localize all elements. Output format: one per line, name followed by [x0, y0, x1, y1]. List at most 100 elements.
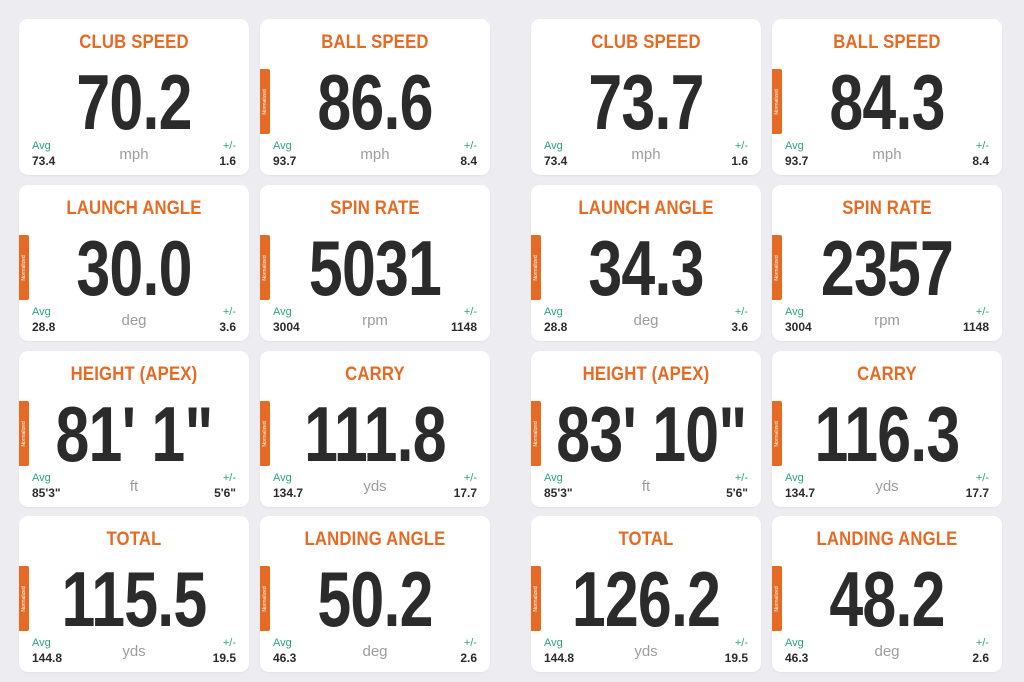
avg-value: 28.8	[32, 320, 56, 334]
metric-value: 73.7	[588, 58, 704, 146]
metric-card-landing-angle[interactable]: Normalized LANDING ANGLE 50.2 Avg 46.3 d…	[260, 516, 490, 672]
metric-title: LANDING ANGLE	[816, 529, 958, 550]
avg-label: Avg	[544, 306, 563, 318]
avg-value: 85'3"	[32, 486, 61, 500]
metric-card-height-apex[interactable]: Normalized HEIGHT (APEX) 83' 10" Avg 85'…	[531, 351, 761, 507]
normalized-tag-label: Normalized	[262, 88, 268, 115]
metric-title: BALL SPEED	[321, 32, 429, 53]
normalized-tag: Normalized	[772, 566, 782, 631]
metric-card-launch-angle[interactable]: Normalized LAUNCH ANGLE 30.0 Avg 28.8 de…	[19, 185, 249, 341]
normalized-tag: Normalized	[19, 401, 29, 466]
metric-unit: yds	[875, 478, 899, 495]
normalized-tag-label: Normalized	[262, 585, 268, 612]
metric-unit: yds	[122, 643, 146, 660]
normalized-tag-label: Normalized	[262, 254, 268, 281]
normalized-tag: Normalized	[19, 235, 29, 300]
metric-title: SPIN RATE	[330, 198, 420, 219]
plusminus-value: 19.5	[724, 651, 748, 665]
avg-value: 28.8	[544, 320, 568, 334]
metric-value: 86.6	[317, 58, 433, 146]
normalized-tag: Normalized	[531, 235, 541, 300]
metric-card-spin-rate[interactable]: Normalized SPIN RATE 2357 Avg 3004 rpm +…	[772, 185, 1002, 341]
plusminus-label: +/-	[222, 140, 236, 152]
normalized-tag-label: Normalized	[774, 420, 780, 447]
plusminus-label: +/-	[734, 472, 748, 484]
avg-value: 144.8	[544, 651, 575, 665]
metric-value: 50.2	[317, 555, 433, 643]
metric-card-spin-rate[interactable]: Normalized SPIN RATE 5031 Avg 3004 rpm +…	[260, 185, 490, 341]
metric-title: TOTAL	[618, 529, 674, 550]
normalized-tag: Normalized	[531, 566, 541, 631]
avg-label: Avg	[273, 306, 292, 318]
normalized-tag-label: Normalized	[774, 585, 780, 612]
metric-card-total[interactable]: Normalized TOTAL 126.2 Avg 144.8 yds +/-…	[531, 516, 761, 672]
metric-card-carry[interactable]: Normalized CARRY 116.3 Avg 134.7 yds +/-…	[772, 351, 1002, 507]
plusminus-label: +/-	[734, 637, 748, 649]
plusminus-label: +/-	[975, 306, 989, 318]
plusminus-value: 8.4	[972, 154, 989, 168]
metric-unit: deg	[121, 312, 147, 329]
normalized-tag-label: Normalized	[21, 420, 27, 447]
avg-label: Avg	[32, 140, 51, 152]
normalized-tag: Normalized	[531, 401, 541, 466]
metric-card-launch-angle[interactable]: Normalized LAUNCH ANGLE 34.3 Avg 28.8 de…	[531, 185, 761, 341]
avg-value: 134.7	[273, 486, 304, 500]
plusminus-value: 5'6"	[726, 486, 748, 500]
plusminus-value: 19.5	[212, 651, 236, 665]
metric-card-ball-speed[interactable]: Normalized BALL SPEED 84.3 Avg 93.7 mph …	[772, 19, 1002, 175]
metric-value: 116.3	[814, 390, 960, 478]
metric-card-height-apex[interactable]: Normalized HEIGHT (APEX) 81' 1" Avg 85'3…	[19, 351, 249, 507]
avg-value: 93.7	[785, 154, 809, 168]
metric-title: SPIN RATE	[842, 198, 932, 219]
normalized-tag-label: Normalized	[21, 254, 27, 281]
avg-label: Avg	[785, 637, 804, 649]
plusminus-value: 3.6	[731, 320, 748, 334]
metric-value: 115.5	[61, 555, 207, 643]
metric-unit: rpm	[874, 312, 900, 329]
normalized-tag-label: Normalized	[21, 585, 27, 612]
metric-card-landing-angle[interactable]: Normalized LANDING ANGLE 48.2 Avg 46.3 d…	[772, 516, 1002, 672]
plusminus-label: +/-	[463, 140, 477, 152]
plusminus-value: 17.7	[453, 486, 477, 500]
metric-unit: ft	[129, 478, 139, 495]
metric-card-club-speed[interactable]: CLUB SPEED 70.2 Avg 73.4 mph +/- 1.6	[19, 19, 249, 175]
plusminus-label: +/-	[975, 140, 989, 152]
metric-unit: ft	[641, 478, 651, 495]
metric-title: CARRY	[345, 364, 405, 385]
plusminus-label: +/-	[975, 472, 989, 484]
avg-label: Avg	[273, 140, 292, 152]
metric-value: 48.2	[829, 555, 945, 643]
metric-card-carry[interactable]: Normalized CARRY 111.8 Avg 134.7 yds +/-…	[260, 351, 490, 507]
metric-value: 34.3	[588, 224, 704, 312]
avg-label: Avg	[32, 306, 51, 318]
avg-value: 73.4	[544, 154, 568, 168]
metric-card-club-speed[interactable]: CLUB SPEED 73.7 Avg 73.4 mph +/- 1.6	[531, 19, 761, 175]
plusminus-label: +/-	[463, 306, 477, 318]
metric-value: 83' 10"	[556, 390, 747, 478]
metric-value: 84.3	[829, 58, 945, 146]
metric-value: 30.0	[76, 224, 192, 312]
metric-title: TOTAL	[106, 529, 162, 550]
metric-unit: rpm	[362, 312, 388, 329]
plusminus-label: +/-	[734, 306, 748, 318]
metric-card-ball-speed[interactable]: Normalized BALL SPEED 86.6 Avg 93.7 mph …	[260, 19, 490, 175]
avg-value: 134.7	[785, 486, 816, 500]
metric-unit: yds	[634, 643, 658, 660]
metric-unit: mph	[872, 146, 902, 163]
avg-label: Avg	[544, 637, 563, 649]
plusminus-value: 2.6	[460, 651, 477, 665]
normalized-tag: Normalized	[772, 69, 782, 134]
plusminus-value: 1.6	[731, 154, 748, 168]
metric-card-total[interactable]: Normalized TOTAL 115.5 Avg 144.8 yds +/-…	[19, 516, 249, 672]
avg-label: Avg	[32, 472, 51, 484]
normalized-tag-label: Normalized	[533, 254, 539, 281]
plusminus-value: 3.6	[219, 320, 236, 334]
metric-value: 126.2	[571, 555, 721, 643]
avg-value: 144.8	[32, 651, 63, 665]
avg-label: Avg	[785, 140, 804, 152]
plusminus-value: 1.6	[219, 154, 236, 168]
avg-value: 93.7	[273, 154, 297, 168]
metric-unit: mph	[119, 146, 149, 163]
shot-stats-panel-left: CLUB SPEED 70.2 Avg 73.4 mph +/- 1.6 Nor…	[19, 0, 501, 682]
normalized-tag: Normalized	[260, 69, 270, 134]
